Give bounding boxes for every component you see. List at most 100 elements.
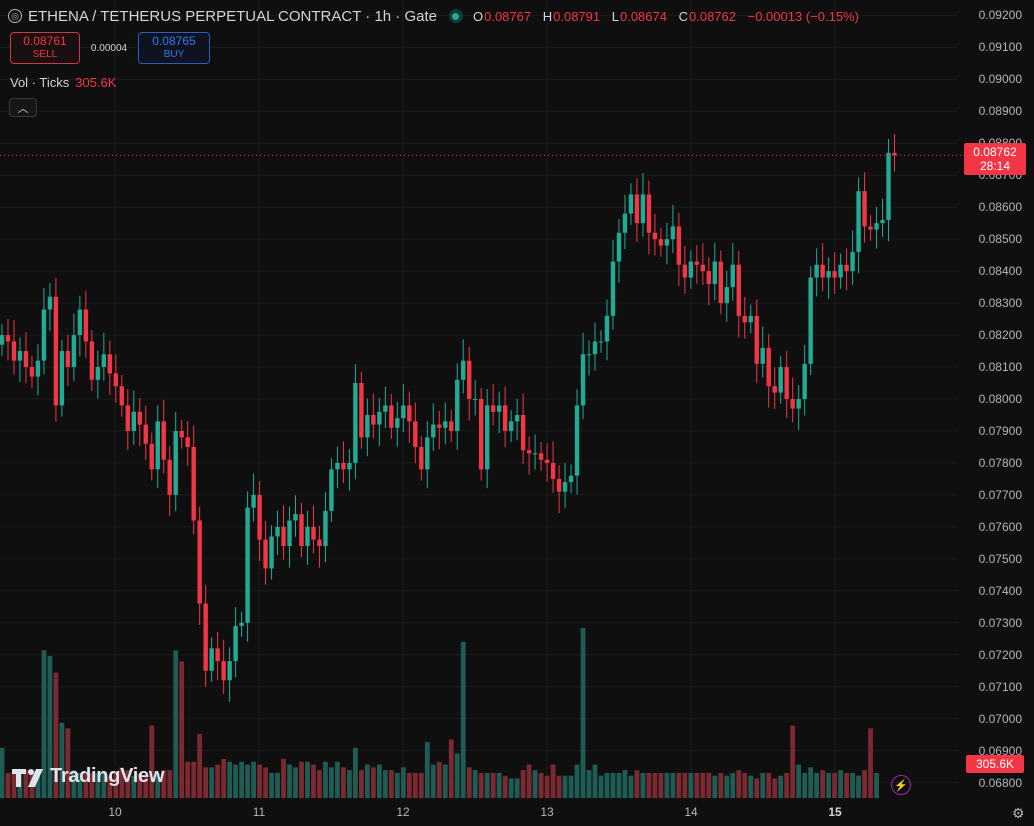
time-tick-label: 15	[828, 805, 842, 819]
volume-bar	[269, 772, 274, 798]
price-tick-label: 0.09200	[978, 8, 1022, 23]
candle-body	[281, 526, 286, 547]
last-price-tag: 0.08762 28:14	[964, 143, 1026, 175]
volume-bar	[418, 772, 424, 798]
candle-body	[329, 469, 334, 511]
currency-icon[interactable]: ◎	[8, 9, 22, 23]
candle-body	[784, 367, 789, 399]
candle-body	[0, 335, 5, 345]
volume-bar	[598, 775, 604, 798]
volume-bar	[514, 778, 520, 798]
volume-bar	[826, 772, 832, 798]
buy-button[interactable]: 0.08765 BUY	[138, 32, 210, 64]
volume-bar	[77, 772, 83, 798]
price-tick-label: 0.08400	[978, 264, 1022, 279]
candle-body	[700, 264, 706, 272]
price-tick-label: 0.07600	[978, 519, 1022, 534]
volume-bar	[23, 770, 29, 798]
candle-body	[646, 194, 652, 233]
price-tick-label: 0.07400	[978, 583, 1022, 598]
candle-body	[35, 360, 41, 377]
volume-bar	[436, 761, 442, 798]
candle-body	[580, 354, 586, 406]
price-tick-label: 0.08200	[978, 328, 1022, 343]
candle-body	[221, 661, 226, 681]
candle-body	[53, 296, 59, 406]
candle-body	[143, 424, 148, 444]
volume-bar	[149, 725, 155, 798]
open-key: O	[472, 8, 484, 24]
candle-body	[856, 191, 861, 252]
time-tick-label: 12	[396, 805, 410, 819]
volume-bar	[131, 775, 137, 798]
price-tick-label: 0.07700	[978, 487, 1022, 502]
candle-body	[359, 383, 364, 438]
candle-body	[568, 475, 574, 483]
volume-bar	[251, 761, 256, 798]
candle-body	[628, 194, 634, 214]
volume-bar	[59, 722, 65, 798]
candle-body	[263, 539, 268, 569]
volume-bar	[221, 758, 227, 798]
volume-legend[interactable]: Vol · Ticks 305.6K	[10, 75, 116, 90]
time-tick-label: 10	[108, 805, 122, 819]
candle-body	[712, 261, 718, 284]
symbol-title[interactable]: ETHENA / TETHERUS PERPETUAL CONTRACT · 1…	[28, 7, 437, 25]
candle-body	[790, 399, 795, 409]
volume-bar	[694, 772, 700, 798]
gear-icon[interactable]: ⚙	[1012, 805, 1025, 821]
candle-body	[101, 354, 107, 368]
volume-bar	[868, 728, 873, 798]
candle-body	[437, 424, 442, 428]
bar-countdown: 28:14	[979, 159, 1011, 173]
candle-body	[640, 194, 646, 224]
trade-panel: 0.08761 SELL 0.00004 0.08765 BUY	[10, 32, 210, 64]
candle-body	[796, 399, 801, 409]
price-tick-label: 0.07300	[978, 615, 1022, 630]
candle-body	[185, 437, 190, 447]
volume-bar	[850, 772, 855, 798]
volume-bar	[442, 764, 448, 798]
candle-body	[544, 459, 550, 463]
volume-bar	[0, 747, 5, 798]
candle-body	[484, 405, 490, 470]
price-tick-label: 0.07800	[978, 455, 1022, 470]
candle-body	[197, 520, 202, 604]
volume-bar	[538, 772, 544, 798]
price-tick-label: 0.07500	[978, 551, 1022, 566]
price-tick-label: 0.08600	[978, 200, 1022, 215]
volume-bar	[718, 772, 724, 798]
volume-bar	[424, 742, 430, 798]
volume-bar	[101, 772, 107, 798]
last-price-value: 0.08762	[973, 145, 1017, 159]
volume-bar	[47, 655, 53, 798]
candle-body	[616, 232, 622, 262]
candle-body	[592, 341, 598, 355]
volume-bar	[107, 775, 113, 798]
candle-body	[820, 264, 825, 278]
volume-bar	[784, 772, 790, 798]
price-tick-label: 0.08000	[978, 392, 1022, 406]
volume-bar	[359, 770, 364, 798]
candle-body	[479, 399, 484, 470]
volume-bar	[556, 775, 562, 798]
volume-bar	[580, 628, 586, 798]
volume-bar	[382, 770, 388, 798]
candle-body	[808, 277, 813, 364]
candle-body	[658, 239, 664, 246]
candle-body	[233, 625, 238, 662]
sell-button[interactable]: 0.08761 SELL	[10, 32, 80, 64]
collapse-legend-button[interactable]: ︿	[9, 98, 37, 117]
candle-body	[191, 446, 196, 521]
volume-bar	[790, 725, 796, 798]
candle-body	[664, 239, 670, 246]
volume-bar	[293, 767, 298, 798]
volume-bar	[233, 764, 239, 798]
candle-body	[299, 514, 304, 547]
buy-label: BUY	[163, 49, 185, 60]
volume-value-tag: 305.6K	[966, 755, 1024, 773]
tradingview-logo[interactable]: TradingView	[12, 765, 164, 788]
volume-bar	[412, 772, 418, 798]
lightning-icon[interactable]: ⚡	[891, 775, 911, 795]
